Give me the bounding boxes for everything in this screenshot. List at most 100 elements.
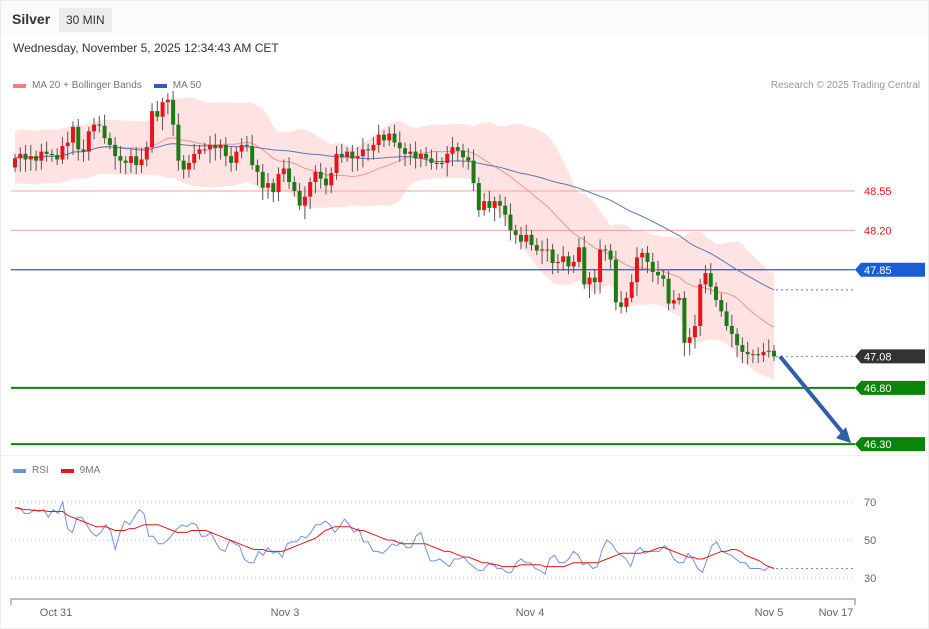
- candle-body[interactable]: [772, 350, 776, 357]
- candle-body[interactable]: [487, 201, 492, 208]
- candle-body[interactable]: [234, 151, 239, 163]
- candle-body[interactable]: [698, 284, 703, 326]
- candle-body[interactable]: [408, 151, 413, 154]
- candle-body[interactable]: [287, 168, 292, 183]
- candle-body[interactable]: [218, 144, 223, 149]
- candle-body[interactable]: [571, 261, 576, 267]
- candle-body[interactable]: [540, 249, 545, 251]
- candle-body[interactable]: [381, 134, 386, 141]
- candle-body[interactable]: [450, 147, 455, 154]
- candle-body[interactable]: [28, 156, 33, 160]
- candle-body[interactable]: [255, 165, 260, 172]
- candle-body[interactable]: [445, 153, 450, 163]
- candle-body[interactable]: [750, 354, 755, 356]
- candle-body[interactable]: [39, 151, 44, 161]
- candle-body[interactable]: [545, 249, 550, 251]
- candle-body[interactable]: [276, 174, 281, 193]
- candle-body[interactable]: [424, 153, 429, 159]
- candle-body[interactable]: [76, 126, 81, 150]
- candle-body[interactable]: [714, 286, 719, 301]
- candle-body[interactable]: [497, 201, 502, 206]
- candle-body[interactable]: [418, 153, 423, 159]
- candle-body[interactable]: [624, 297, 629, 307]
- candle-body[interactable]: [266, 183, 270, 188]
- candle-body[interactable]: [213, 144, 218, 149]
- candle-body[interactable]: [70, 126, 75, 143]
- candle-body[interactable]: [329, 173, 334, 186]
- candle-body[interactable]: [592, 277, 597, 283]
- candle-body[interactable]: [735, 333, 740, 346]
- candle-body[interactable]: [160, 102, 165, 117]
- candle-body[interactable]: [761, 351, 766, 356]
- candle-body[interactable]: [239, 144, 244, 152]
- candle-body[interactable]: [387, 133, 392, 141]
- candle-body[interactable]: [345, 151, 350, 158]
- candle-body[interactable]: [492, 201, 497, 208]
- candle-body[interactable]: [656, 272, 661, 276]
- candle-body[interactable]: [313, 171, 318, 182]
- candle-body[interactable]: [308, 182, 313, 197]
- candle-body[interactable]: [55, 155, 60, 160]
- candle-body[interactable]: [519, 234, 523, 242]
- candle-body[interactable]: [508, 214, 513, 231]
- candle-body[interactable]: [661, 275, 666, 279]
- candle-body[interactable]: [529, 234, 534, 245]
- candle-body[interactable]: [645, 252, 650, 262]
- candle-body[interactable]: [202, 149, 207, 151]
- candle-body[interactable]: [176, 124, 181, 161]
- candle-body[interactable]: [150, 111, 155, 148]
- candle-body[interactable]: [181, 160, 186, 170]
- candle-body[interactable]: [223, 144, 228, 157]
- candle-body[interactable]: [524, 234, 529, 242]
- timeframe-badge[interactable]: 30 MIN: [59, 8, 112, 32]
- candle-body[interactable]: [687, 337, 692, 343]
- candle-body[interactable]: [197, 149, 202, 154]
- candle-body[interactable]: [360, 149, 365, 157]
- candle-body[interactable]: [81, 149, 86, 152]
- candle-body[interactable]: [139, 159, 144, 166]
- candle-body[interactable]: [371, 144, 376, 151]
- candle-body[interactable]: [576, 247, 581, 262]
- candle-body[interactable]: [439, 162, 444, 164]
- candle-body[interactable]: [429, 158, 434, 163]
- candle-body[interactable]: [102, 125, 107, 139]
- candle-body[interactable]: [155, 111, 160, 117]
- candle-body[interactable]: [724, 311, 729, 326]
- candle-body[interactable]: [392, 133, 397, 143]
- candle-body[interactable]: [703, 273, 708, 285]
- candle-body[interactable]: [561, 256, 566, 262]
- candle-body[interactable]: [208, 144, 213, 150]
- candle-body[interactable]: [587, 277, 592, 285]
- candle-body[interactable]: [403, 148, 408, 154]
- candle-body[interactable]: [13, 158, 17, 168]
- candle-body[interactable]: [229, 156, 234, 163]
- candle-body[interactable]: [466, 157, 471, 161]
- candle-body[interactable]: [292, 182, 297, 191]
- candle-body[interactable]: [376, 134, 381, 145]
- candle-body[interactable]: [766, 350, 771, 352]
- candle-body[interactable]: [366, 149, 371, 151]
- candle-body[interactable]: [339, 153, 344, 158]
- candle-body[interactable]: [18, 153, 23, 159]
- candle-body[interactable]: [65, 142, 70, 146]
- candle-body[interactable]: [461, 150, 466, 158]
- candle-body[interactable]: [629, 282, 634, 298]
- candle-body[interactable]: [297, 191, 302, 206]
- candle-body[interactable]: [107, 138, 112, 145]
- candle-body[interactable]: [260, 171, 265, 188]
- candle-body[interactable]: [719, 300, 724, 312]
- candle-body[interactable]: [144, 147, 149, 160]
- candle-body[interactable]: [318, 171, 323, 179]
- candle-body[interactable]: [756, 354, 761, 356]
- candle-body[interactable]: [650, 261, 655, 272]
- candle-body[interactable]: [476, 183, 481, 211]
- candle-body[interactable]: [134, 156, 139, 166]
- candle-body[interactable]: [677, 297, 682, 301]
- candle-body[interactable]: [666, 278, 671, 304]
- candle-body[interactable]: [534, 245, 539, 251]
- candle-body[interactable]: [634, 257, 639, 283]
- candle-body[interactable]: [92, 124, 97, 132]
- candle-body[interactable]: [603, 249, 608, 251]
- candle-body[interactable]: [550, 249, 555, 264]
